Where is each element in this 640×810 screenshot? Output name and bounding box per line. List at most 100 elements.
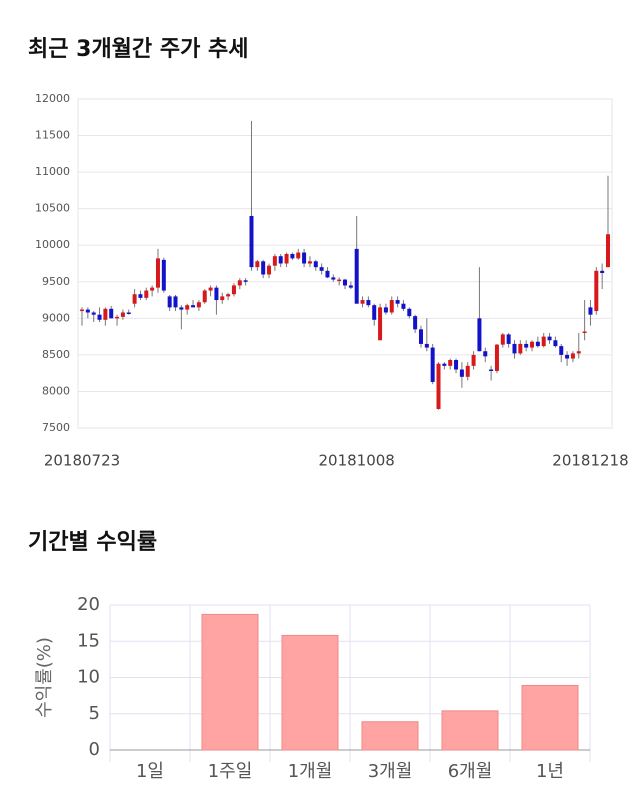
candle-body [465,365,470,377]
candle-body [331,277,336,280]
candle-body [337,279,342,282]
candle-body [541,336,546,347]
x-tick-label: 1주일 [208,761,253,782]
x-tick-label: 20181008 [319,452,395,470]
candle-body [389,300,394,313]
candle-body [588,307,593,315]
candle-body [547,336,552,341]
bar [521,684,579,751]
candle-body [319,267,324,271]
candle-body [436,363,441,409]
candle-body [267,265,272,275]
candle-body [553,340,558,347]
candle-body [395,300,400,304]
y-axis-label: 수익률(%) [34,637,55,718]
candle-body [144,290,149,298]
candle-body [354,248,359,304]
y-tick-label: 9000 [42,311,70,324]
candle-body [249,215,254,268]
x-tick-label: 20180723 [44,452,120,470]
candle-body [196,302,201,308]
y-tick-label: 5 [89,703,100,724]
candle-body [150,287,155,291]
candle-body [80,309,84,312]
x-tick-label: 1년 [536,761,564,782]
candle-body [489,369,494,372]
bar [201,613,259,751]
candle-body [559,346,564,355]
candle-body [424,343,429,348]
candle-body [343,279,347,286]
chart-title: 기간별 수익률 [28,530,157,555]
candle-body [512,343,517,354]
candle-body [565,354,570,359]
candle-body [442,363,447,366]
candle-body [226,294,231,297]
candle-body [243,280,248,282]
y-tick-label: 9500 [42,275,70,288]
candle-body [459,369,464,377]
candle-body [272,256,277,266]
candle-body [383,307,388,313]
candle-body [179,307,184,310]
candle-body [191,305,196,308]
bar [361,721,419,751]
candle-body [208,287,213,291]
candle-body [214,287,219,301]
x-tick-label: 20181218 [552,452,628,470]
candle-body [401,303,406,309]
candle-body [454,360,459,370]
candle-body [570,353,575,359]
candle-body [255,261,260,268]
candle-body [237,280,242,286]
candle-body [483,351,488,357]
y-tick-label: 10500 [35,202,70,215]
candle-body [97,314,102,320]
candle-body [348,285,353,288]
candle-body [325,270,330,278]
candle-body [167,296,172,308]
candle-body [477,318,482,352]
y-tick-label: 0 [89,739,100,760]
x-tick-label: 6개월 [448,761,493,782]
x-tick-label: 1일 [136,761,164,782]
candle-body [448,360,453,366]
candle-body [261,261,266,275]
candle-body [506,334,511,344]
candle-body [600,270,605,274]
candle-body [302,252,307,264]
candle-body [173,296,178,308]
y-tick-label: 7500 [42,421,70,434]
candle-body [372,305,377,320]
y-tick-label: 10000 [35,238,70,251]
candle-body [524,343,529,348]
candle-body [582,331,587,333]
candle-body [138,294,143,298]
candle-body [231,285,236,295]
y-tick-label: 8500 [42,348,70,361]
candle-body [418,329,423,344]
y-tick-label: 11000 [35,165,70,178]
candle-body [296,252,301,259]
y-tick-label: 20 [77,594,100,615]
candle-body [500,334,505,345]
candle-body [132,294,137,304]
candle-body [606,234,610,268]
y-tick-label: 11500 [35,129,70,142]
candle-body [430,347,435,382]
candle-body [494,344,499,371]
candle-body [161,259,166,291]
candle-body [413,316,418,330]
candle-body [185,305,190,310]
candle-body [109,308,114,319]
y-tick-label: 10 [77,667,100,688]
candle-body [220,296,225,301]
candle-body [120,312,125,317]
x-tick-label: 3개월 [368,761,413,782]
candle-body [202,290,207,303]
candle-body [278,256,283,264]
x-tick-label: 1개월 [288,761,333,782]
candle-body [307,261,312,264]
chart-title: 최근 3개월간 주가 추세 [28,37,248,62]
